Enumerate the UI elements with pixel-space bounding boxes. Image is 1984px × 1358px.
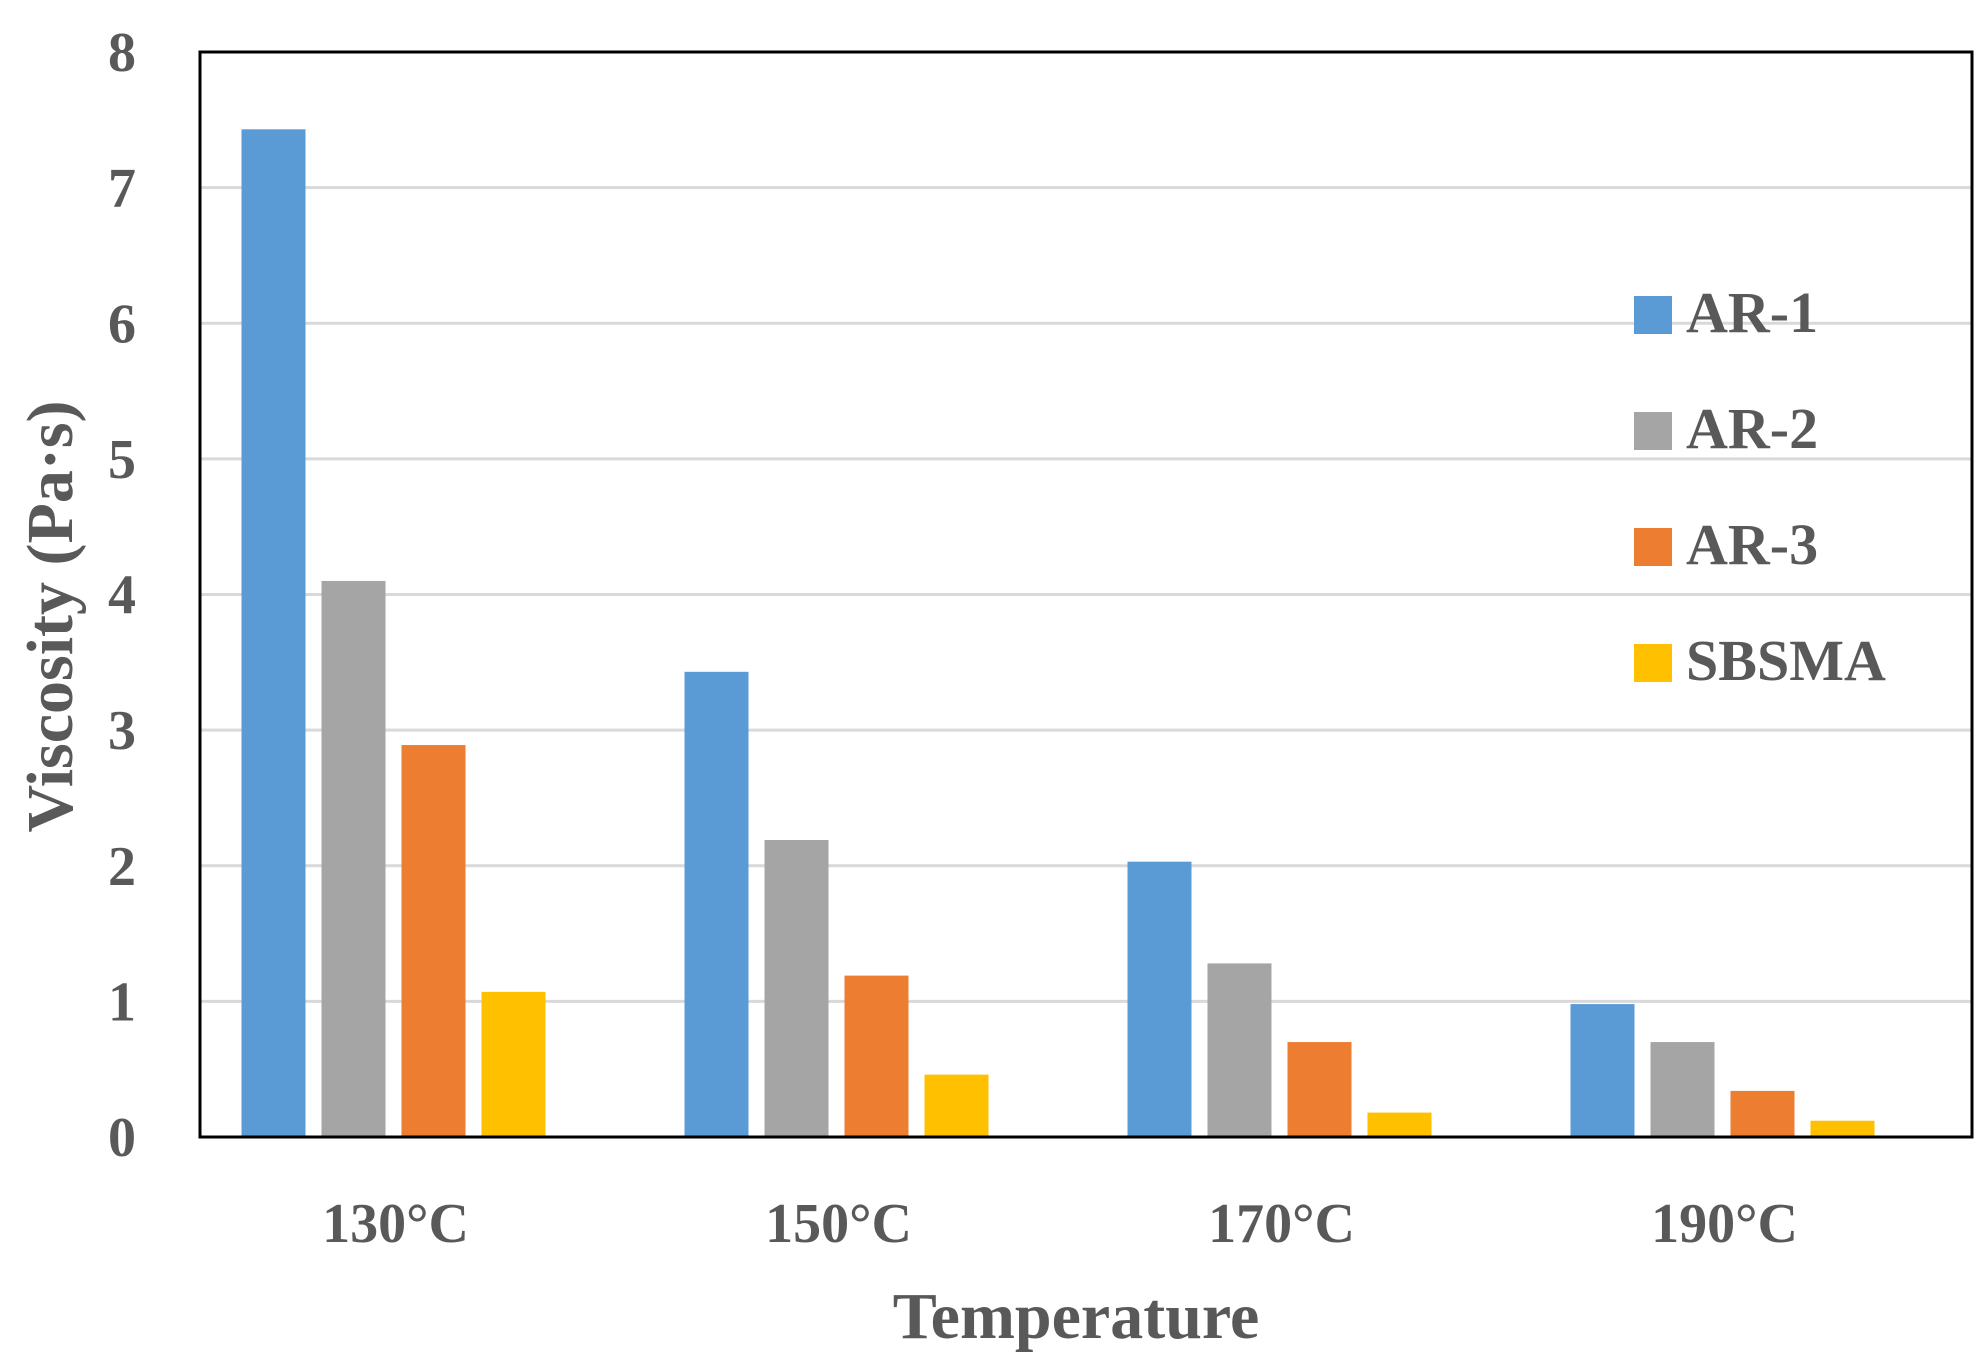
bar-sbsma-0 bbox=[481, 991, 546, 1137]
y-tick-label: 5 bbox=[108, 429, 136, 491]
bar-ar-2-2 bbox=[1207, 963, 1272, 1137]
y-tick-label: 4 bbox=[108, 565, 136, 627]
legend-swatch-ar-2 bbox=[1634, 412, 1672, 450]
y-tick-label: 6 bbox=[108, 293, 136, 355]
bar-ar-1-1 bbox=[684, 671, 749, 1137]
bar-ar-2-3 bbox=[1650, 1042, 1715, 1137]
bar-ar-3-1 bbox=[844, 975, 909, 1137]
x-tick-label: 130°C bbox=[322, 1193, 469, 1255]
legend-label-sbsma: SBSMA bbox=[1686, 628, 1886, 693]
bar-ar-1-3 bbox=[1570, 1004, 1635, 1137]
y-tick-label: 3 bbox=[108, 700, 136, 762]
y-axis-ticks: 0 1 2 3 4 5 6 7 8 bbox=[108, 22, 136, 1169]
bar-ar-1-0 bbox=[241, 129, 306, 1137]
bar-ar-2-0 bbox=[321, 580, 386, 1137]
legend-swatch-ar-1 bbox=[1634, 296, 1672, 334]
plot-frame bbox=[198, 50, 1974, 1139]
legend-label-ar-2: AR-2 bbox=[1686, 396, 1818, 461]
y-tick-label: 2 bbox=[108, 836, 136, 898]
bar-ar-3-3 bbox=[1730, 1090, 1795, 1137]
x-tick-label: 150°C bbox=[765, 1193, 912, 1255]
y-tick-label: 0 bbox=[108, 1107, 136, 1169]
legend-swatch-sbsma bbox=[1634, 644, 1672, 682]
bar-sbsma-1 bbox=[924, 1074, 989, 1137]
bars bbox=[241, 129, 1875, 1137]
bar-sbsma-3 bbox=[1810, 1120, 1875, 1137]
y-tick-label: 7 bbox=[108, 158, 136, 220]
x-tick-label: 190°C bbox=[1651, 1193, 1798, 1255]
bar-ar-2-1 bbox=[764, 839, 829, 1137]
bar-ar-3-2 bbox=[1287, 1042, 1352, 1137]
bar-sbsma-2 bbox=[1367, 1112, 1432, 1137]
x-axis-ticks: 130°C 150°C 170°C 190°C bbox=[322, 1193, 1798, 1255]
x-tick-label: 170°C bbox=[1208, 1193, 1355, 1255]
bar-ar-3-0 bbox=[401, 745, 466, 1137]
legend-swatch-ar-3 bbox=[1634, 528, 1672, 566]
gridlines bbox=[200, 186, 1972, 1003]
bar-ar-1-2 bbox=[1127, 861, 1192, 1137]
x-axis-title: Temperature bbox=[893, 1280, 1260, 1353]
y-tick-label: 1 bbox=[108, 971, 136, 1033]
y-axis-title: Viscosity (Pa·s) bbox=[14, 401, 87, 833]
legend-label-ar-1: AR-1 bbox=[1686, 280, 1818, 345]
legend-label-ar-3: AR-3 bbox=[1686, 512, 1818, 577]
legend: AR-1 AR-2 AR-3 SBSMA bbox=[1634, 280, 1886, 693]
y-tick-label: 8 bbox=[108, 22, 136, 84]
